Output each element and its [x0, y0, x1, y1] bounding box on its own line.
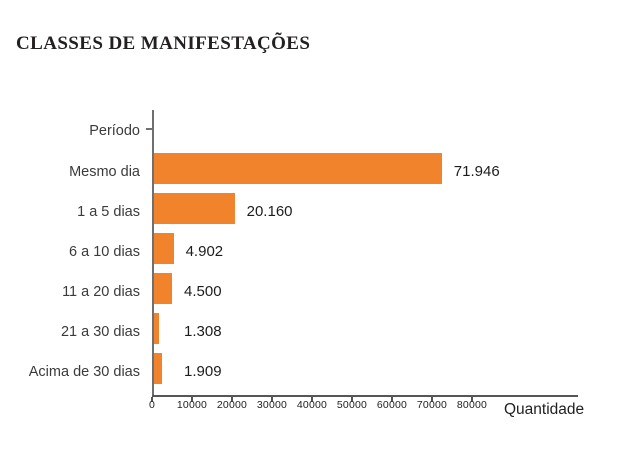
x-tick-label: 30000 [256, 399, 288, 411]
x-axis-tick [431, 396, 433, 402]
value-label: 71.946 [453, 163, 500, 180]
chart-title: CLASSES DE MANIFESTAÇÕES [16, 33, 311, 54]
category-label: 21 a 30 dias [60, 324, 140, 340]
x-axis-tick [191, 396, 193, 402]
x-tick-label: 0 [148, 399, 156, 411]
y-axis-tick [146, 128, 152, 130]
x-axis-tick [231, 396, 233, 402]
value-label: 4.500 [184, 283, 222, 300]
x-tick-label: 70000 [416, 399, 448, 411]
value-label: 1.308 [184, 323, 222, 340]
y-axis-title: Período [89, 123, 140, 139]
x-axis-tick [311, 396, 313, 402]
bar [154, 313, 160, 344]
category-label: 11 a 20 dias [62, 284, 140, 300]
x-axis-title: Quantidade [504, 401, 585, 418]
value-label: 4.902 [185, 243, 224, 260]
category-label: 1 a 5 dias [77, 204, 140, 220]
value-label: 1.909 [184, 363, 222, 380]
bar [154, 273, 172, 304]
category-label: Acima de 30 dias [28, 364, 140, 380]
value-label: 20.160 [246, 203, 293, 220]
x-tick-label: 50000 [336, 399, 368, 411]
bar [154, 233, 174, 264]
x-axis-tick [151, 396, 153, 402]
x-axis-tick [391, 396, 393, 402]
category-label: 6 a 10 dias [69, 244, 140, 260]
y-axis-line [152, 110, 154, 396]
x-axis-tick [351, 396, 353, 402]
bar [154, 153, 442, 184]
x-tick-label: 80000 [456, 399, 488, 411]
bar [154, 193, 235, 224]
x-axis-tick [271, 396, 273, 402]
category-label: Mesmo dia [69, 164, 140, 180]
x-axis-tick [471, 396, 473, 402]
x-tick-label: 20000 [216, 399, 248, 411]
x-tick-label: 40000 [296, 399, 328, 411]
x-tick-label: 60000 [376, 399, 408, 411]
x-tick-label: 10000 [176, 399, 208, 411]
bar [154, 353, 162, 384]
x-axis-line [152, 395, 578, 397]
